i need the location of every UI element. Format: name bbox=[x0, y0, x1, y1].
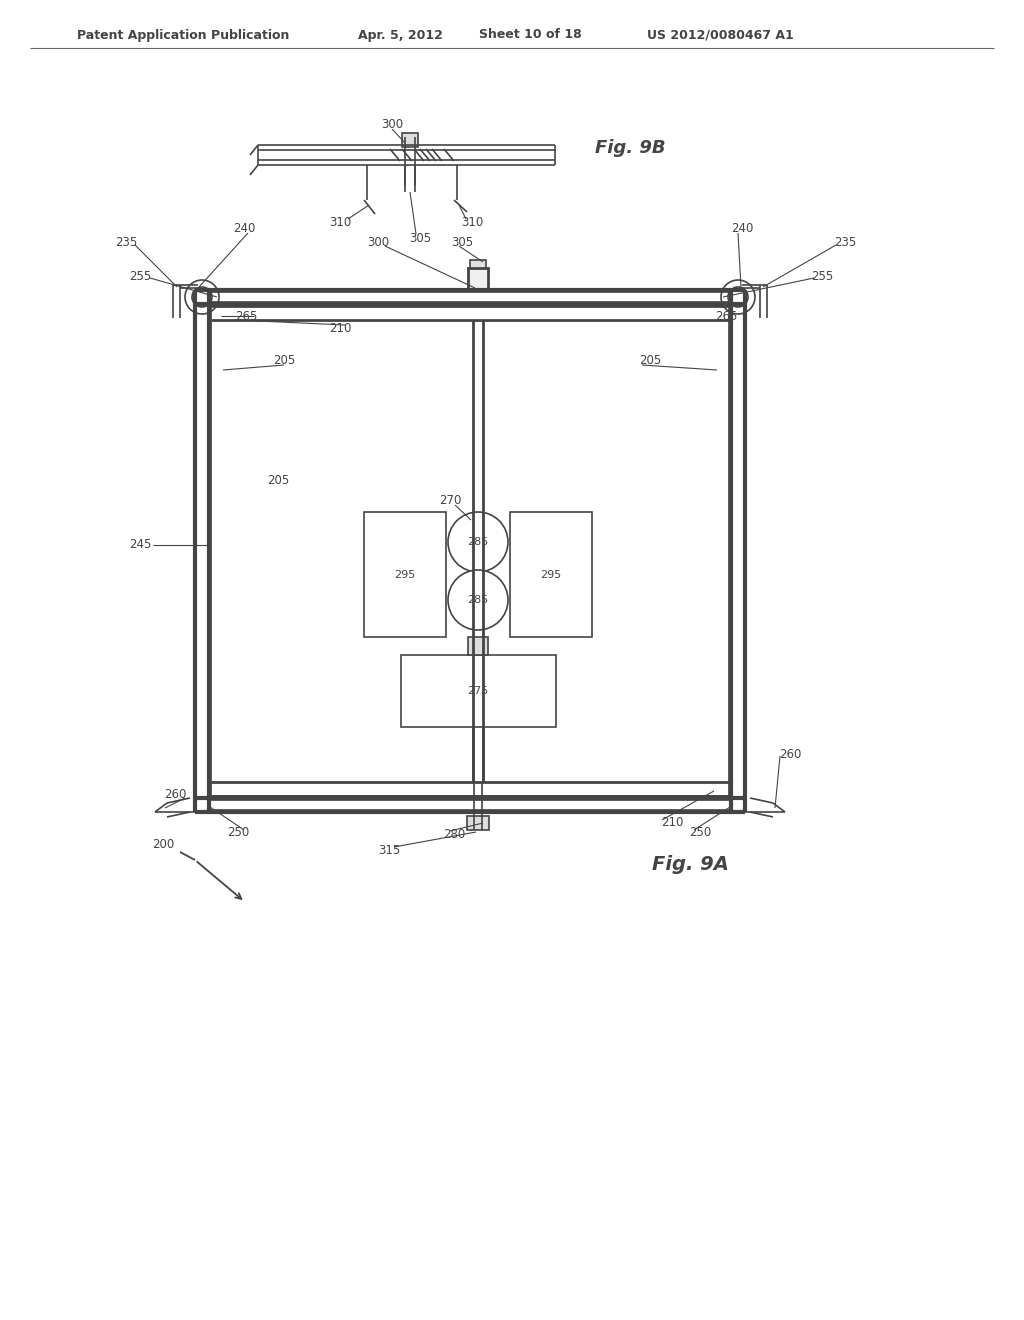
Text: 205: 205 bbox=[639, 354, 662, 367]
Text: 240: 240 bbox=[731, 222, 754, 235]
Circle shape bbox=[449, 512, 508, 572]
Circle shape bbox=[193, 286, 212, 308]
Text: 235: 235 bbox=[834, 235, 856, 248]
Bar bbox=[510, 512, 592, 638]
Bar bbox=[211, 306, 729, 796]
Circle shape bbox=[728, 286, 748, 308]
Text: 300: 300 bbox=[381, 119, 403, 132]
Text: 255: 255 bbox=[811, 269, 834, 282]
Bar bbox=[401, 655, 556, 727]
Text: 280: 280 bbox=[442, 828, 465, 841]
Text: 250: 250 bbox=[227, 826, 249, 840]
Text: 310: 310 bbox=[461, 215, 483, 228]
Text: 265: 265 bbox=[234, 309, 257, 322]
Text: Patent Application Publication: Patent Application Publication bbox=[77, 29, 289, 41]
Text: 260: 260 bbox=[779, 748, 801, 762]
Text: 250: 250 bbox=[689, 826, 711, 840]
Text: 275: 275 bbox=[467, 686, 488, 696]
Text: 295: 295 bbox=[394, 570, 416, 579]
Text: 315: 315 bbox=[378, 843, 400, 857]
Text: 285: 285 bbox=[467, 595, 488, 605]
Bar bbox=[468, 638, 488, 655]
Text: 205: 205 bbox=[267, 474, 289, 487]
Text: 235: 235 bbox=[115, 235, 137, 248]
Text: 270: 270 bbox=[439, 494, 461, 507]
Text: Fig. 9A: Fig. 9A bbox=[651, 855, 728, 874]
Text: 245: 245 bbox=[129, 539, 152, 552]
Text: 205: 205 bbox=[272, 354, 295, 367]
Text: 240: 240 bbox=[232, 222, 255, 235]
Text: 305: 305 bbox=[409, 231, 431, 244]
Text: 295: 295 bbox=[541, 570, 561, 579]
Bar bbox=[402, 133, 418, 147]
Text: 255: 255 bbox=[129, 269, 152, 282]
Bar bbox=[468, 268, 488, 290]
Text: Sheet 10 of 18: Sheet 10 of 18 bbox=[478, 29, 582, 41]
Text: 300: 300 bbox=[367, 235, 389, 248]
Text: Fig. 9B: Fig. 9B bbox=[595, 139, 666, 157]
Circle shape bbox=[449, 570, 508, 630]
Text: 310: 310 bbox=[329, 215, 351, 228]
Text: 265: 265 bbox=[715, 309, 737, 322]
Text: US 2012/0080467 A1: US 2012/0080467 A1 bbox=[646, 29, 794, 41]
Text: 260: 260 bbox=[164, 788, 186, 801]
Text: 200: 200 bbox=[152, 838, 174, 851]
Text: 210: 210 bbox=[660, 816, 683, 829]
Text: Apr. 5, 2012: Apr. 5, 2012 bbox=[357, 29, 442, 41]
Text: 285: 285 bbox=[467, 537, 488, 546]
Text: 210: 210 bbox=[329, 322, 351, 334]
Bar bbox=[470, 260, 486, 268]
Bar bbox=[467, 816, 489, 830]
Text: 305: 305 bbox=[451, 235, 473, 248]
Bar bbox=[364, 512, 446, 638]
